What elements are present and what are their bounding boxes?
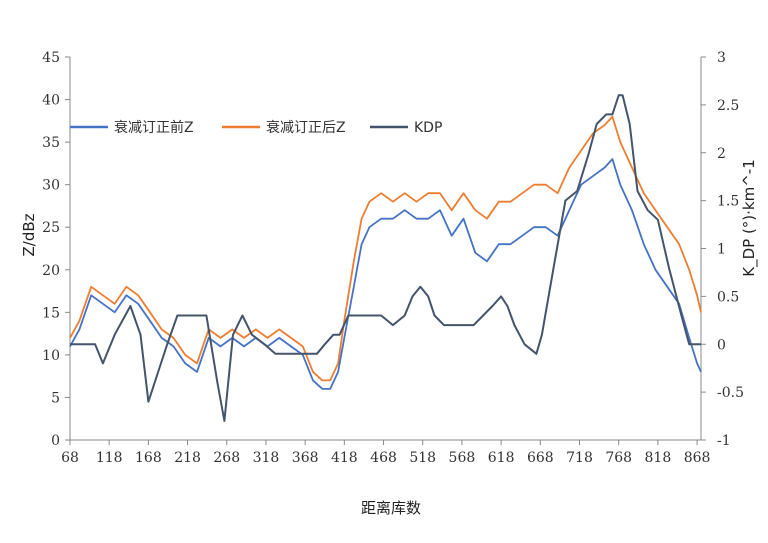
x-tick-label: 818 (645, 450, 672, 466)
y-left-tick-label: 25 (42, 220, 60, 236)
y-right-tick-label: -0.5 (717, 385, 744, 401)
series-layer (69, 94, 702, 422)
y-left-tick-label: 10 (42, 348, 60, 364)
x-tick-label: 768 (605, 450, 632, 466)
y-right-tick-label: 0.5 (717, 289, 739, 305)
legend-label: 衰减订正后Z (266, 119, 346, 136)
y-right-tick-label: 2 (717, 146, 726, 162)
y-left-tick-label: 35 (42, 135, 60, 151)
x-tick-label: 368 (292, 450, 319, 466)
y-right-tick-label: 1 (717, 242, 726, 258)
x-tick-label: 868 (684, 450, 711, 466)
y-axis-left-title: Z/dBz (20, 213, 38, 256)
x-tick-label: 518 (409, 450, 436, 466)
y-left-tick-label: 40 (42, 93, 60, 109)
x-tick-label: 118 (96, 450, 123, 466)
x-tick-label: 618 (488, 450, 515, 466)
y-left-tick-label: 30 (42, 178, 60, 194)
y-right-tick-label: 0 (717, 337, 726, 353)
y-axis-right-title: K_DP (°)·km^-1 (740, 159, 759, 277)
y-left-tick-label: 45 (42, 50, 60, 66)
axes-layer: 68 118 168 218 268 318 368 418 468 518 568 618 668 71… (42, 50, 744, 466)
x-axis-title: 距离库数 (361, 499, 421, 517)
series-line-z-after (69, 115, 702, 382)
x-tick-label: 218 (174, 450, 201, 466)
x-tick-label: 568 (449, 450, 476, 466)
x-tick-label: 168 (135, 450, 162, 466)
y-left-tick-label: 0 (51, 433, 60, 449)
x-tick-label: 668 (527, 450, 554, 466)
y-left-tick-label: 20 (42, 263, 60, 279)
y-left-tick-label: 15 (42, 305, 60, 321)
x-tick-label: 418 (331, 450, 358, 466)
x-tick-label: 318 (253, 450, 280, 466)
x-tick-label: 468 (370, 450, 397, 466)
y-left-tick-label: 5 (51, 390, 60, 406)
series-line-kdp (70, 94, 701, 422)
y-right-tick-label: -1 (717, 433, 731, 449)
y-right-tick-label: 2.5 (717, 98, 739, 114)
x-tick-label: 718 (566, 450, 593, 466)
y-right-tick-label: 3 (717, 50, 726, 66)
legend-label: KDP (414, 120, 442, 136)
x-tick-label: 268 (213, 450, 240, 466)
y-right-tick-label: 1.5 (717, 194, 739, 210)
legend-label: 衰减订正前Z (114, 119, 194, 136)
x-tick-label: 68 (61, 450, 79, 466)
legend: 衰减订正前Z 衰减订正后Z KDP (70, 119, 442, 136)
series-line-z-before (69, 158, 702, 390)
